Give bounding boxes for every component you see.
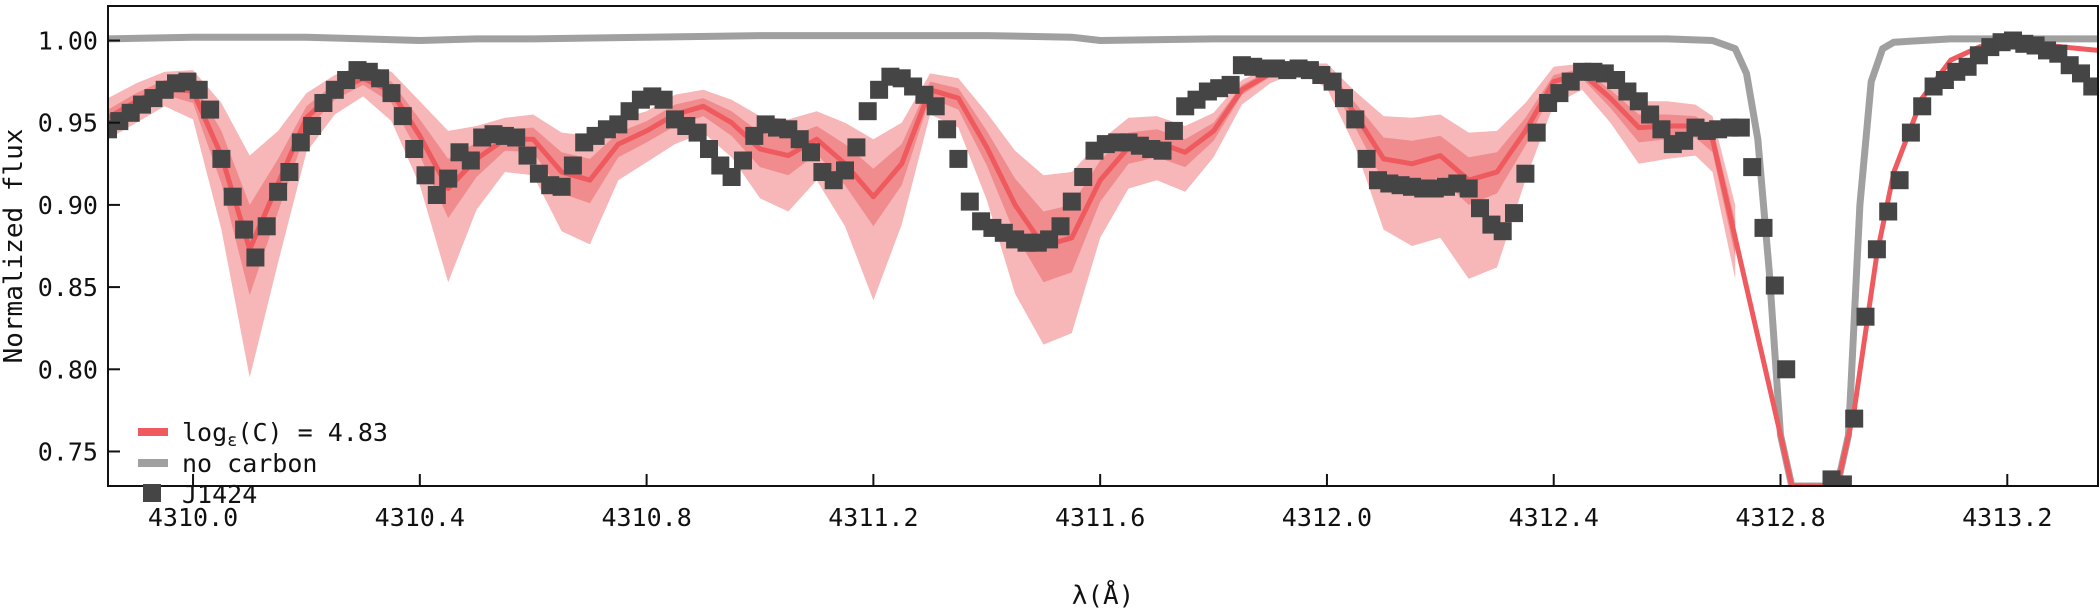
legend: logε(C) = 4.83 no carbon J1424 xyxy=(138,418,388,509)
y-tick-label: 0.95 xyxy=(38,109,98,138)
observed-point xyxy=(1153,141,1172,160)
observed-point xyxy=(439,169,458,188)
observed-point xyxy=(1765,276,1784,295)
observed-point xyxy=(552,177,571,196)
y-tick-label: 0.90 xyxy=(38,191,98,220)
observed-point xyxy=(1459,179,1478,198)
observed-point xyxy=(1641,105,1660,124)
x-tick-label: 4311.2 xyxy=(828,503,918,532)
y-axis: 0.75 0.80 0.85 0.90 0.95 1.00 xyxy=(38,27,120,466)
observed-point xyxy=(371,69,390,88)
legend-label-observed: J1424 xyxy=(182,480,257,509)
observed-point xyxy=(2083,77,2098,96)
x-tick-label: 4313.2 xyxy=(1962,503,2052,532)
observed-point xyxy=(280,163,299,181)
observed-point xyxy=(1856,307,1875,326)
y-tick-label: 1.00 xyxy=(38,27,98,56)
observed-point xyxy=(847,138,866,157)
plot-area xyxy=(108,31,2098,486)
legend-swatch-observed xyxy=(143,484,161,502)
observed-point xyxy=(461,151,480,170)
x-tick-label: 4311.6 xyxy=(1055,503,1145,532)
observed-point xyxy=(1051,217,1070,236)
observed-point xyxy=(1164,121,1183,140)
observed-point xyxy=(1221,75,1240,94)
observed-point xyxy=(507,128,526,147)
observed-point xyxy=(518,146,537,165)
observed-point xyxy=(303,117,322,135)
legend-label-no-carbon: no carbon xyxy=(182,449,317,478)
observed-point xyxy=(405,140,424,158)
observed-point xyxy=(836,161,854,180)
observed-point xyxy=(1323,72,1342,91)
y-tick-label: 0.85 xyxy=(38,273,98,302)
y-tick-label: 0.80 xyxy=(38,355,98,384)
observed-point xyxy=(1493,222,1512,241)
legend-label-model: logε(C) = 4.83 xyxy=(182,418,388,451)
x-tick-label: 4310.4 xyxy=(375,503,465,532)
x-tick-label: 4310.8 xyxy=(601,503,691,532)
observed-point xyxy=(802,143,820,162)
observed-point xyxy=(700,140,718,158)
observed-point xyxy=(201,100,220,119)
observed-point xyxy=(949,149,968,168)
observed-points xyxy=(108,31,2098,486)
x-axis-title: λ(Å) xyxy=(1072,579,1135,611)
x-tick-label: 4312.8 xyxy=(1735,503,1825,532)
observed-point xyxy=(393,107,412,126)
x-axis: 4310.0 4310.4 4310.8 4311.2 4311.6 4312.0 4312… xyxy=(148,474,2052,532)
observed-point xyxy=(1357,149,1376,168)
observed-point xyxy=(1867,240,1886,259)
observed-point xyxy=(382,84,401,103)
x-tick-label: 4310.0 xyxy=(148,503,238,532)
x-tick-label: 4312.0 xyxy=(1282,503,1372,532)
observed-point xyxy=(1743,158,1762,177)
observed-point xyxy=(1731,118,1750,137)
observed-point xyxy=(246,248,265,267)
observed-point xyxy=(734,151,752,170)
observed-point xyxy=(688,123,707,142)
observed-point xyxy=(235,220,254,239)
observed-point xyxy=(1913,97,1932,116)
observed-point xyxy=(416,166,435,185)
observed-point xyxy=(291,133,310,152)
observed-point xyxy=(1062,192,1081,211)
observed-point xyxy=(1777,360,1796,379)
observed-point xyxy=(1527,123,1546,142)
observed-point xyxy=(1471,199,1489,218)
observed-point xyxy=(938,120,957,139)
observed-point xyxy=(1879,202,1898,221)
observed-point xyxy=(1901,123,1920,142)
no-carbon-line xyxy=(108,32,2098,486)
observed-point xyxy=(269,182,288,201)
observed-point xyxy=(926,97,945,116)
observed-point xyxy=(1335,89,1353,108)
observed-point xyxy=(563,156,582,175)
observed-point xyxy=(858,102,877,121)
observed-point xyxy=(212,149,231,168)
observed-point xyxy=(1505,204,1523,223)
y-axis-title: Normalized flux xyxy=(0,129,29,364)
plot-frame xyxy=(107,5,2099,487)
observed-point xyxy=(960,192,979,211)
observed-point xyxy=(1890,171,1909,190)
observed-point xyxy=(1346,110,1365,129)
observed-point xyxy=(1652,120,1671,139)
observed-point xyxy=(654,90,673,109)
observed-point xyxy=(427,186,446,204)
observed-point xyxy=(1754,218,1773,237)
observed-point xyxy=(189,80,208,99)
observed-point xyxy=(1074,168,1093,186)
observed-point xyxy=(257,217,276,236)
observed-point xyxy=(1516,164,1535,183)
y-tick-label: 0.75 xyxy=(38,437,98,466)
x-tick-label: 4312.4 xyxy=(1509,503,1599,532)
observed-point xyxy=(722,168,741,186)
observed-point xyxy=(1845,409,1864,428)
observed-point xyxy=(223,187,242,206)
observed-point xyxy=(1833,475,1852,486)
